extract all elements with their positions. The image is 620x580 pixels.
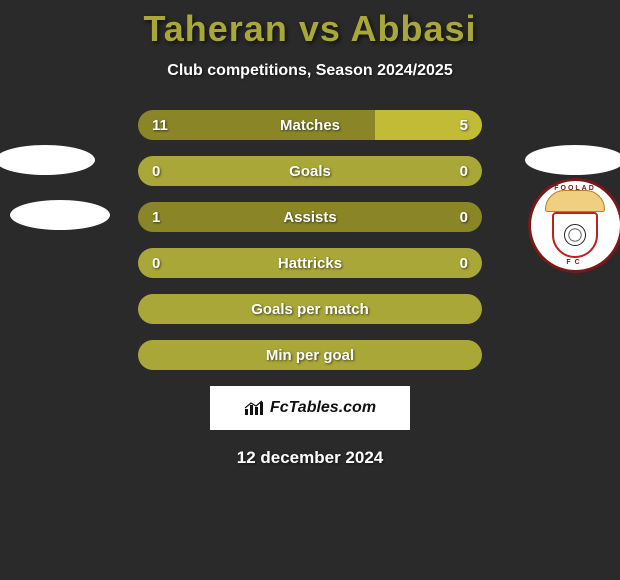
date-label: 12 december 2024 bbox=[0, 448, 620, 468]
stat-label: Min per goal bbox=[138, 347, 482, 364]
team-right-logo-2: FOOLAD FC bbox=[525, 175, 620, 275]
branding-text: FcTables.com bbox=[270, 399, 376, 417]
stat-row: 00Goals bbox=[138, 156, 482, 186]
stat-label: Assists bbox=[138, 209, 482, 226]
stat-row: Min per goal bbox=[138, 340, 482, 370]
crest-label-bottom: FC bbox=[531, 259, 620, 266]
club-crest: FOOLAD FC bbox=[528, 178, 620, 273]
stat-row: 00Hattricks bbox=[138, 248, 482, 278]
stat-row: 10Assists bbox=[138, 202, 482, 232]
page-title: Taheran vs Abbasi bbox=[0, 0, 620, 50]
stat-label: Matches bbox=[138, 117, 482, 134]
branding: FcTables.com bbox=[210, 386, 410, 430]
stat-label: Hattricks bbox=[138, 255, 482, 272]
chart-icon bbox=[244, 400, 264, 416]
team-left-logo-2 bbox=[10, 165, 110, 265]
stat-row: 115Matches bbox=[138, 110, 482, 140]
page-subtitle: Club competitions, Season 2024/2025 bbox=[0, 62, 620, 80]
comparison-bars: 115Matches 00Goals 10Assists 00Hattricks Goa… bbox=[138, 110, 482, 370]
stat-row: Goals per match bbox=[138, 294, 482, 324]
stat-label: Goals bbox=[138, 163, 482, 180]
stat-label: Goals per match bbox=[138, 301, 482, 318]
